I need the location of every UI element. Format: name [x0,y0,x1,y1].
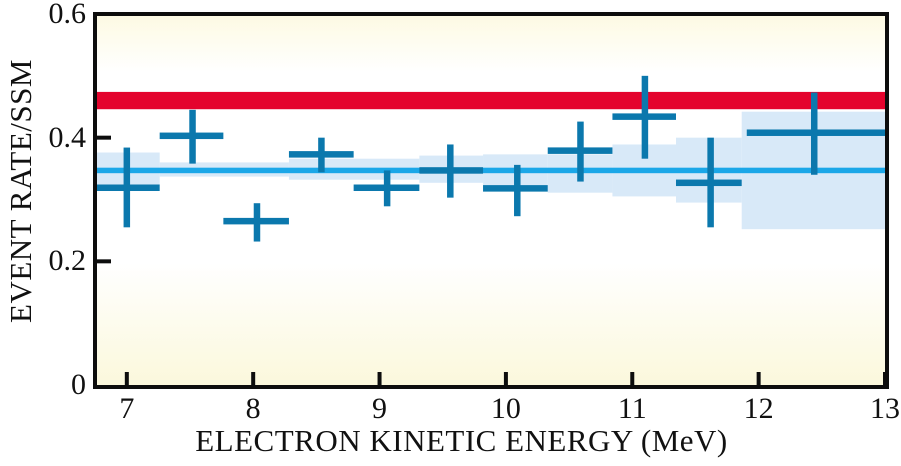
ssm-prediction-band [97,91,885,110]
data-point-error-bar [707,137,714,228]
data-point-error-bar [641,75,649,159]
x-tick-label: 9 [372,392,388,425]
x-tick-label: 13 [870,392,900,425]
y-tick-label: 0.2 [48,244,87,278]
x-tick-label: 11 [617,392,647,425]
x-axis-title: ELECTRON KINETIC ENERGY (MeV) [195,423,728,458]
data-point-error-bar [318,137,325,173]
x-tick-label: 12 [743,392,774,425]
x-axis-tick-mark [377,372,382,385]
x-axis-tick-mark [756,372,761,385]
data-point-error-bar [253,203,261,242]
x-tick-label: 7 [119,392,135,425]
y-tick-label: 0.6 [48,0,87,30]
y-axis-title: EVENT RATE/SSM [3,59,38,323]
y-axis-tick-mark [97,259,111,264]
x-tick-label: 8 [245,392,261,425]
y-axis-tick-mark [97,135,111,140]
x-axis-tick-mark [630,372,635,385]
best-fit-suppression-line [97,167,885,174]
y-tick-label: 0 [71,368,86,401]
x-axis-tick-mark [124,372,129,385]
data-point-error-bar [383,170,391,207]
x-axis-tick-mark [883,372,885,385]
x-tick-label: 10 [490,392,521,425]
data-point-error-bar [577,121,584,182]
y-tick-label: 0.4 [48,120,87,154]
data-point-error-bar [123,147,131,228]
x-axis-tick-mark [251,372,256,385]
plot-svg [97,75,885,385]
data-point-error-bar [514,164,521,217]
data-point-error-bar [447,144,454,198]
data-point-error-bar [810,92,818,175]
plot-area [93,12,889,389]
data-point-error-bar [189,109,196,164]
x-axis-tick-mark [503,372,508,385]
